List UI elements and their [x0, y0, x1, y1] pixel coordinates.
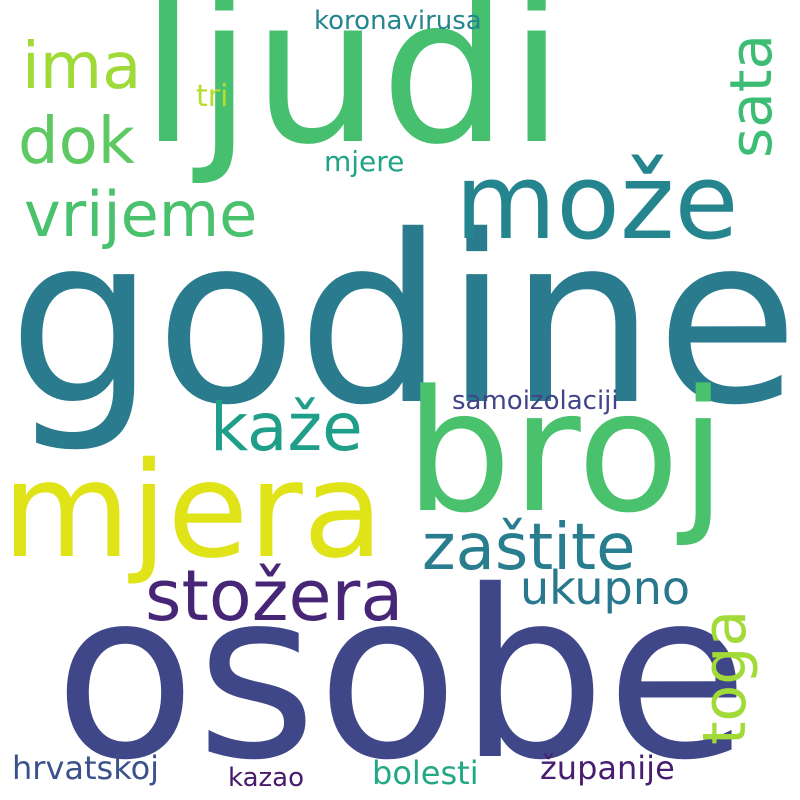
word-mjera: mjera	[2, 434, 384, 588]
word-osobe: osobe	[54, 541, 749, 800]
word-dok: dok	[18, 105, 135, 179]
word-godine: godine	[8, 186, 799, 456]
word-ima: ima	[22, 30, 142, 104]
word-mjere: mjere	[324, 145, 405, 178]
word-zastite: zaštite	[422, 511, 636, 585]
word-koronavirusa: koronavirusa	[314, 6, 482, 36]
word-kaze: kaže	[210, 389, 363, 466]
word-tri: tri	[196, 79, 229, 114]
word-ljudi: ljudi	[140, 0, 565, 189]
word-kazao: kazao	[228, 763, 305, 793]
word-broj: broj	[405, 354, 727, 550]
word-toga: toga	[690, 609, 760, 745]
word-sata: sata	[717, 33, 785, 158]
word-bolesti: bolesti	[372, 754, 479, 792]
word-moze: može	[455, 141, 739, 263]
word-hrvatskoj: hrvatskoj	[12, 749, 160, 787]
word-stozera: stožera	[145, 555, 404, 637]
word-ukupno: ukupno	[520, 561, 691, 615]
word-vrijeme: vrijeme	[24, 178, 258, 251]
word-samoizolaciji: samoizolaciji	[452, 386, 619, 416]
word-zupanije: županije	[540, 749, 675, 787]
